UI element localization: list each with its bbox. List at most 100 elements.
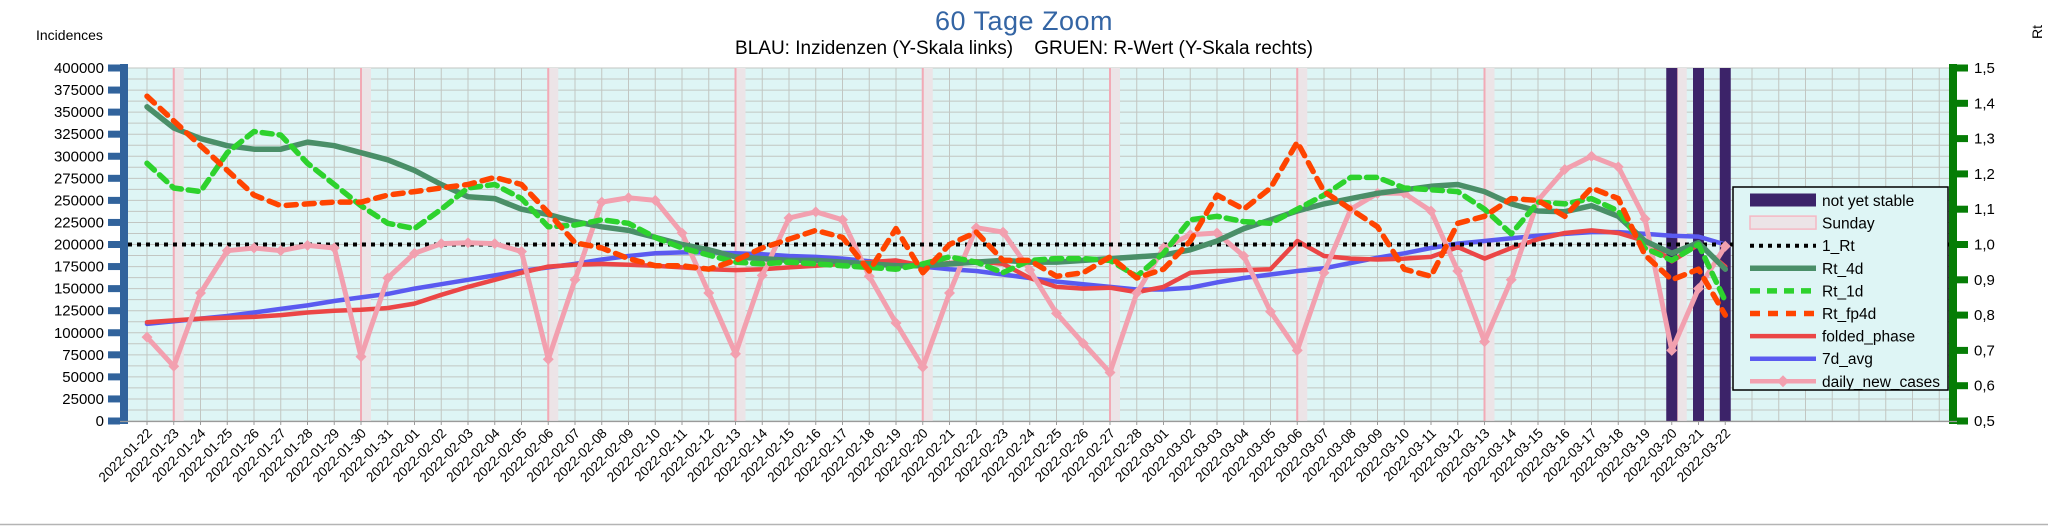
left-axis-title: Incidences xyxy=(36,27,103,43)
data-point-marker xyxy=(489,238,501,250)
left-tick xyxy=(108,373,120,381)
data-point-marker xyxy=(623,192,634,204)
left-tick xyxy=(108,218,120,226)
legend-item-folded-phase: folded_phase xyxy=(1750,329,1915,346)
legend-label: Rt_fp4d xyxy=(1822,306,1876,323)
data-point-marker xyxy=(917,361,929,373)
left-tick xyxy=(108,108,120,116)
data-point-marker xyxy=(409,247,420,259)
data-point-marker xyxy=(970,222,982,234)
legend-item-1-rt: 1_Rt xyxy=(1750,238,1855,255)
right-axis: 1,5 1,4 1,3 1,2 1,1 1,0 0,9 0,8 0,7 0,6 0,5 xyxy=(1949,60,1995,430)
right-tick-label: 0,5 xyxy=(1974,413,1995,430)
data-point-marker xyxy=(1077,337,1089,349)
data-point-marker xyxy=(1024,264,1036,276)
legend-item-rt-1d: Rt_1d xyxy=(1750,283,1863,300)
left-tick-label: 375000 xyxy=(54,82,104,99)
legend-marker xyxy=(1777,375,1789,388)
left-tick-label: 75000 xyxy=(62,347,104,364)
data-point-marker xyxy=(542,353,554,365)
right-tick-label: 1,4 xyxy=(1974,95,1995,112)
legend-item-sunday: Sunday xyxy=(1749,215,1875,233)
data-point-marker xyxy=(944,287,955,299)
data-point-marker xyxy=(1104,366,1116,378)
data-point-marker xyxy=(756,269,768,281)
right-tick xyxy=(1957,170,1968,178)
left-tick xyxy=(108,395,120,403)
right-tick-label: 0,9 xyxy=(1974,272,1995,289)
right-tick xyxy=(1957,346,1968,354)
legend-item-not-yet-stable: not yet stable xyxy=(1750,193,1914,210)
data-point-marker xyxy=(1479,336,1490,348)
right-tick xyxy=(1957,99,1968,107)
not-yet-stable-band xyxy=(1666,68,1678,421)
right-tick xyxy=(1957,205,1968,213)
chart-subtitle: BLAU: Inzidenzen (Y-Skala links) GRUEN: … xyxy=(735,38,1313,59)
right-tick-label: 0,7 xyxy=(1974,342,1995,359)
legend-label: 1_Rt xyxy=(1822,238,1855,255)
left-tick-label: 225000 xyxy=(54,214,104,231)
data-point-marker xyxy=(1211,227,1223,239)
series-Rt_4d xyxy=(144,104,1729,272)
series-Rt_fp4d xyxy=(144,93,1729,318)
right-tick xyxy=(1957,64,1968,72)
legend-item-daily-new-cases: daily_new_cases xyxy=(1750,374,1940,391)
right-tick-label: 1,0 xyxy=(1974,237,1995,254)
data-point-marker xyxy=(328,242,340,254)
right-tick-label: 1,1 xyxy=(1974,201,1995,218)
legend-item-7d-avg: 7d_avg xyxy=(1750,351,1873,368)
right-tick xyxy=(1957,276,1968,284)
data-point-marker xyxy=(275,245,287,257)
legend-label: daily_new_cases xyxy=(1822,374,1940,391)
legend-swatch xyxy=(1750,193,1816,207)
left-tick-label: 0 xyxy=(96,413,104,430)
right-tick-label: 1,3 xyxy=(1974,131,1995,148)
legend-label: Rt_1d xyxy=(1822,283,1863,300)
data-point-marker xyxy=(730,348,741,360)
data-point-marker xyxy=(435,238,447,250)
left-tick-label: 250000 xyxy=(54,192,104,209)
legend-item-rt-fp4d: Rt_fp4d xyxy=(1750,306,1876,323)
data-point-marker xyxy=(516,246,527,258)
data-point-marker xyxy=(355,351,367,363)
data-point-marker xyxy=(783,212,795,224)
data-point-marker xyxy=(1559,163,1571,175)
left-tick xyxy=(108,329,120,337)
data-point-marker xyxy=(863,270,875,282)
data-point-marker xyxy=(810,206,822,218)
left-tick xyxy=(108,86,120,94)
right-tick xyxy=(1957,311,1968,319)
left-tick xyxy=(108,263,120,271)
right-tick xyxy=(1957,382,1968,390)
left-tick-label: 50000 xyxy=(62,369,104,386)
legend-label: Rt_4d xyxy=(1822,261,1863,278)
left-tick-label: 350000 xyxy=(54,104,104,121)
data-point-marker xyxy=(1666,344,1678,356)
data-point-marker xyxy=(1318,267,1330,279)
sunday-band xyxy=(921,68,933,421)
left-axis: 400000 375000 350000 325000 300000 275000 2500… xyxy=(54,60,128,430)
left-tick-label: 150000 xyxy=(54,281,104,298)
right-tick xyxy=(1957,135,1968,143)
left-tick-label: 25000 xyxy=(62,391,104,408)
sunday-band xyxy=(1675,68,1687,421)
data-point-marker xyxy=(1452,265,1464,277)
data-point-marker xyxy=(1612,161,1624,173)
legend-label: 7d_avg xyxy=(1822,351,1873,368)
data-point-marker xyxy=(569,274,581,286)
left-tick-label: 275000 xyxy=(54,170,104,187)
right-tick-label: 1,5 xyxy=(1974,60,1995,77)
data-point-marker xyxy=(596,196,608,208)
data-point-marker xyxy=(1238,250,1250,262)
sunday-band xyxy=(1109,68,1120,421)
legend: not yet stable Sunday 1_Rt Rt_4d Rt_1d Rt_fp4… xyxy=(1732,186,1949,391)
data-point-marker xyxy=(1505,274,1517,286)
legend-label: Sunday xyxy=(1822,216,1875,233)
left-tick xyxy=(108,130,120,138)
data-point-marker xyxy=(195,287,206,299)
data-point-marker xyxy=(1265,306,1276,318)
data-point-marker xyxy=(1639,213,1651,225)
data-point-marker xyxy=(1719,240,1731,252)
data-point-marker xyxy=(168,360,180,372)
